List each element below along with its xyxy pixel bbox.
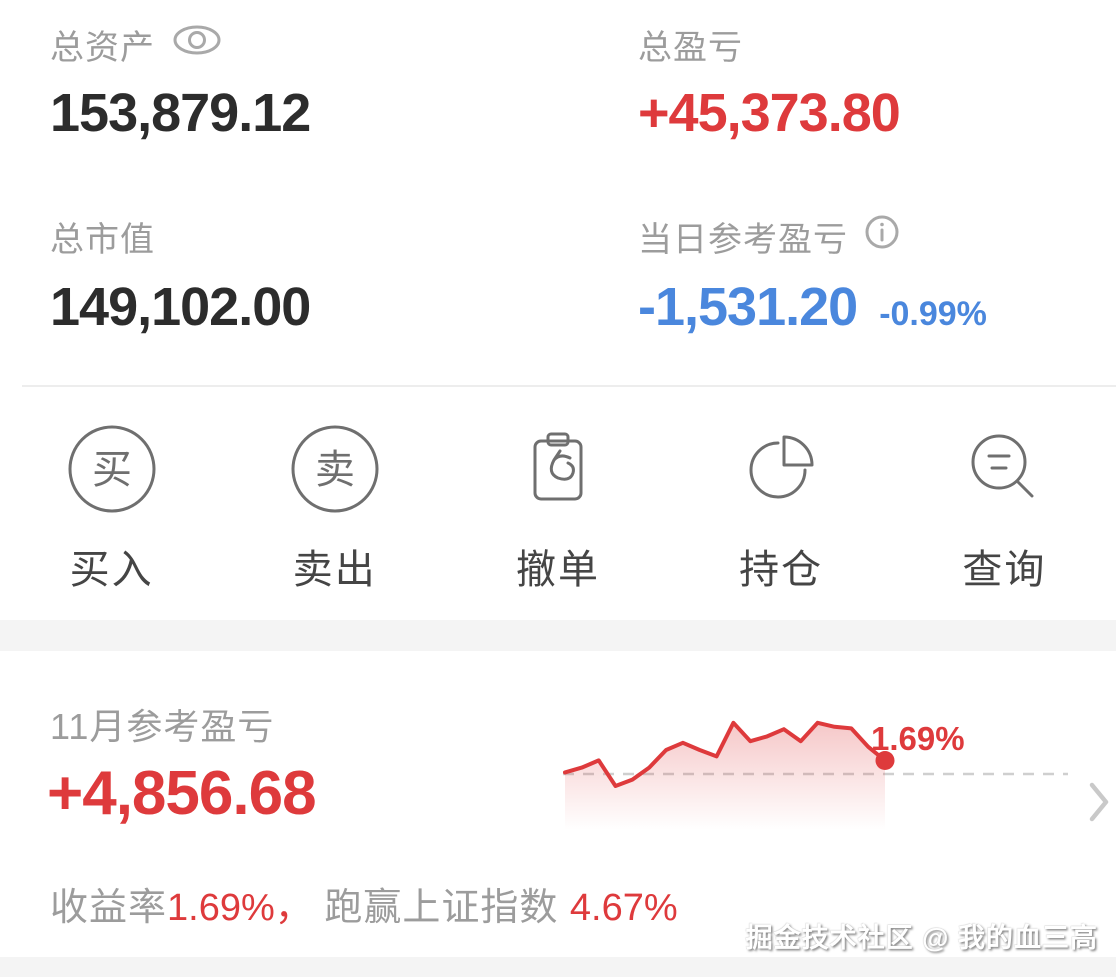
market-value-value: 149,102.00: [50, 277, 311, 337]
total-assets-value: 153,879.12: [50, 83, 311, 143]
watermark-text: 掘金技术社区 @ 我的血三高: [745, 923, 1098, 953]
clipboard-undo-icon: [513, 424, 603, 519]
sparkline-endpoint-dot: [875, 751, 895, 770]
query-label: 查询: [962, 548, 1047, 592]
buy-button-label: 买入: [69, 548, 154, 592]
bottom-separator-band: [0, 957, 1116, 977]
eye-icon[interactable]: [171, 21, 223, 68]
positions-label: 持仓: [739, 548, 824, 592]
sparkline-chart: [563, 720, 1068, 830]
sparkline-area-fill: [565, 722, 885, 830]
monthly-pnl-sparkline: 1.69%: [563, 712, 1073, 830]
positions-button[interactable]: 持仓: [670, 424, 893, 595]
sell-button-label: 卖出: [292, 548, 377, 592]
svg-text:卖: 卖: [315, 448, 355, 492]
daily-pnl-value-row: -1,531.20 -0.99%: [638, 276, 987, 338]
return-summary-line: 收益率1.69%， 跑赢上证指数 4.67%: [50, 876, 678, 931]
chevron-right-icon[interactable]: [1088, 780, 1110, 824]
section-divider: [22, 385, 1116, 387]
beat-index-value: 4.67%: [569, 887, 678, 929]
total-pnl-label: 总盈亏: [638, 29, 743, 67]
daily-pnl-percent: -0.99%: [879, 295, 987, 333]
buy-button[interactable]: 买 买入: [0, 424, 223, 595]
search-list-icon: [959, 424, 1049, 519]
cancel-order-label: 撤单: [515, 548, 600, 592]
info-icon[interactable]: [864, 214, 900, 259]
cancel-order-button[interactable]: 撤单: [446, 424, 669, 595]
svg-text:买: 买: [92, 448, 132, 492]
daily-pnl-label-row: 当日参考盈亏: [638, 212, 900, 261]
action-button-row: 买 买入 卖 卖出 撤单: [0, 424, 1116, 595]
monthly-pnl-label: 11月参考盈亏: [50, 706, 275, 747]
return-rate-prefix: 收益率: [50, 887, 168, 929]
section-separator-band: [0, 620, 1116, 651]
total-assets-label: 总资产: [50, 29, 155, 67]
daily-pnl-value: -1,531.20: [638, 277, 858, 337]
beat-index-text: 跑赢上证指数: [312, 887, 570, 929]
pie-chart-icon: [736, 424, 826, 519]
sell-circle-icon: 卖: [290, 424, 380, 519]
total-pnl-value: +45,373.80: [638, 83, 901, 143]
daily-pnl-label: 当日参考盈亏: [638, 221, 848, 259]
sell-button[interactable]: 卖 卖出: [223, 424, 446, 595]
sparkline-path: [563, 720, 887, 788]
query-button[interactable]: 查询: [893, 424, 1116, 595]
monthly-pnl-value: +4,856.68: [47, 759, 317, 828]
return-rate-value: 1.69%，: [167, 887, 313, 929]
buy-circle-icon: 买: [67, 424, 157, 519]
market-value-label: 总市值: [50, 221, 155, 259]
sparkline-end-label: 1.69%: [871, 720, 965, 757]
total-assets-label-row: 总资产: [50, 20, 223, 69]
